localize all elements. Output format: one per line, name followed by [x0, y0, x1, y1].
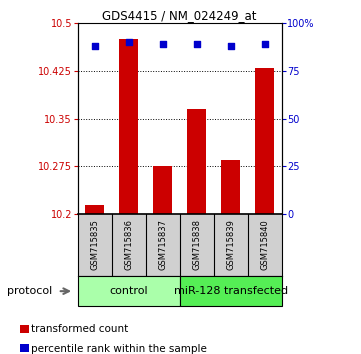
Bar	[85, 205, 104, 214]
Point	[92, 43, 97, 49]
Bar	[179, 276, 282, 306]
Text: transformed count: transformed count	[31, 324, 128, 334]
Point	[262, 41, 268, 47]
Point	[160, 41, 165, 47]
Bar	[20, 344, 29, 352]
Bar	[255, 68, 274, 214]
Text: protocol: protocol	[7, 286, 52, 296]
Point	[228, 43, 234, 49]
Text: miR-128 transfected: miR-128 transfected	[174, 286, 288, 296]
Text: GSM715837: GSM715837	[158, 219, 167, 270]
Bar	[119, 39, 138, 214]
Text: GSM715840: GSM715840	[260, 219, 269, 270]
Bar	[221, 160, 240, 214]
Bar	[78, 276, 179, 306]
Text: GSM715838: GSM715838	[192, 219, 201, 270]
Text: percentile rank within the sample: percentile rank within the sample	[31, 344, 206, 354]
Text: GSM715836: GSM715836	[124, 219, 133, 270]
Bar	[187, 109, 206, 214]
Text: GSM715839: GSM715839	[226, 219, 235, 270]
Point	[194, 41, 200, 47]
Bar	[153, 166, 172, 214]
Point	[126, 39, 131, 45]
Bar	[20, 325, 29, 333]
Text: GSM715835: GSM715835	[90, 219, 99, 270]
Title: GDS4415 / NM_024249_at: GDS4415 / NM_024249_at	[103, 9, 257, 22]
Text: control: control	[109, 286, 148, 296]
